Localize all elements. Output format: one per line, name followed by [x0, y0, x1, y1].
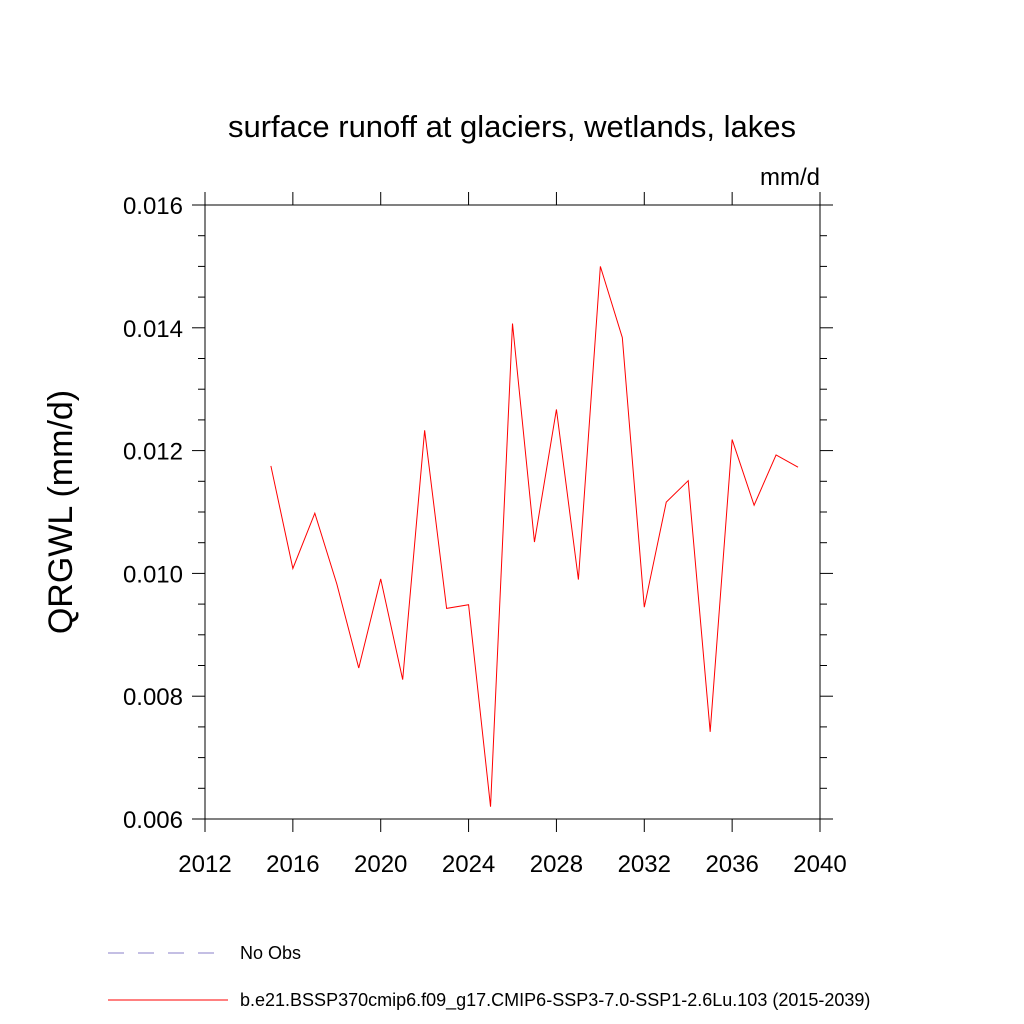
legend: No Obs b.e21.BSSP370cmip6.f09_g17.CMIP6-… — [108, 943, 870, 1011]
x-tick-label: 2020 — [354, 851, 407, 878]
y-tick-label: 0.008 — [123, 684, 183, 711]
y-axis: 0.006 0.008 0.010 0.012 0.014 0.016 — [123, 193, 833, 834]
legend-label-no-obs: No Obs — [240, 943, 301, 963]
series-layer — [270, 266, 799, 807]
legend-label-model-run: b.e21.BSSP370cmip6.f09_g17.CMIP6-SSP3-7.… — [240, 990, 870, 1011]
plot-frame — [204, 204, 821, 820]
x-tick-label: 2028 — [530, 851, 583, 878]
x-axis: 2012 2016 2020 2024 2028 2032 2036 2040 — [178, 192, 847, 878]
x-tick-label: 2040 — [793, 851, 846, 878]
units-label: mm/d — [760, 164, 820, 191]
x-tick-label: 2016 — [266, 851, 319, 878]
series-line-1 — [270, 266, 799, 807]
x-tick-label: 2024 — [442, 851, 495, 878]
y-tick-label: 0.012 — [123, 439, 183, 466]
y-tick-label: 0.010 — [123, 561, 183, 588]
x-tick-label: 2012 — [178, 851, 231, 878]
chart-title: surface runoff at glaciers, wetlands, la… — [228, 109, 796, 144]
y-axis-label: QRGWL (mm/d) — [42, 390, 80, 634]
y-tick-label: 0.014 — [123, 316, 183, 343]
y-tick-label: 0.016 — [123, 193, 183, 220]
y-tick-label: 0.006 — [123, 807, 183, 834]
x-tick-label: 2036 — [705, 851, 758, 878]
x-tick-label: 2032 — [618, 851, 671, 878]
